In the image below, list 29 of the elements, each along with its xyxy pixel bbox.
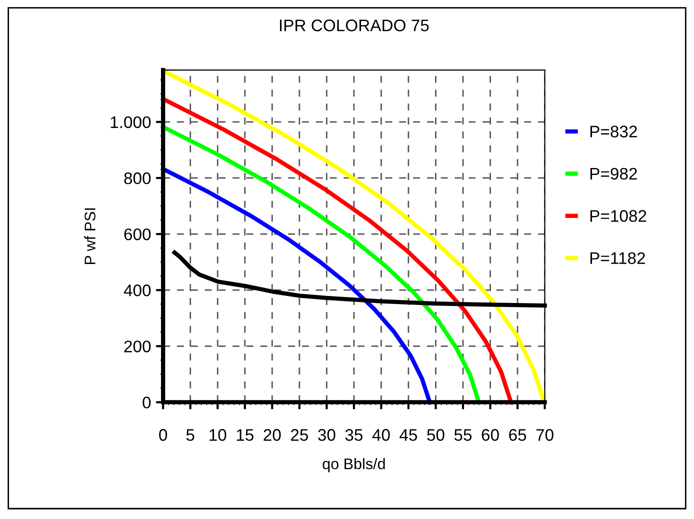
x-tick-label: 30 <box>318 429 336 441</box>
x-tick-label: 40 <box>372 429 390 441</box>
legend-label: P=1182 <box>590 252 645 264</box>
legend-label: P=832 <box>590 126 637 138</box>
legend-label: P=1082 <box>590 210 646 222</box>
x-tick-label: 60 <box>482 429 499 441</box>
x-tick-label: 15 <box>236 429 254 441</box>
x-tick-label: 10 <box>210 429 226 441</box>
x-axis-title: qo Bbls/d <box>322 458 385 472</box>
chart-title: IPR COLORADO 75 <box>280 20 429 32</box>
y-tick-label: 200 <box>124 340 151 352</box>
y-tick-label: 600 <box>124 228 151 240</box>
y-tick-label: 1.000 <box>110 116 151 128</box>
y-tick-label: 800 <box>124 172 151 184</box>
y-tick-label: 400 <box>124 284 151 296</box>
x-tick-label: 65 <box>509 429 526 441</box>
x-tick-label: 25 <box>290 429 308 441</box>
x-tick-label: 50 <box>427 429 444 441</box>
line-series <box>161 96 514 404</box>
x-tick-label: 55 <box>454 429 472 441</box>
x-tick-label: 5 <box>186 429 194 441</box>
x-tick-label: 70 <box>536 429 554 441</box>
legend-label: P=982 <box>590 168 637 180</box>
x-tick-label: 0 <box>159 429 168 441</box>
x-tick-label: 20 <box>264 429 281 441</box>
y-tick-label: 0 <box>142 396 151 408</box>
y-axis-title: P wf PSI <box>84 208 96 264</box>
x-tick-label: 45 <box>400 429 418 441</box>
x-tick-label: 35 <box>345 429 363 441</box>
